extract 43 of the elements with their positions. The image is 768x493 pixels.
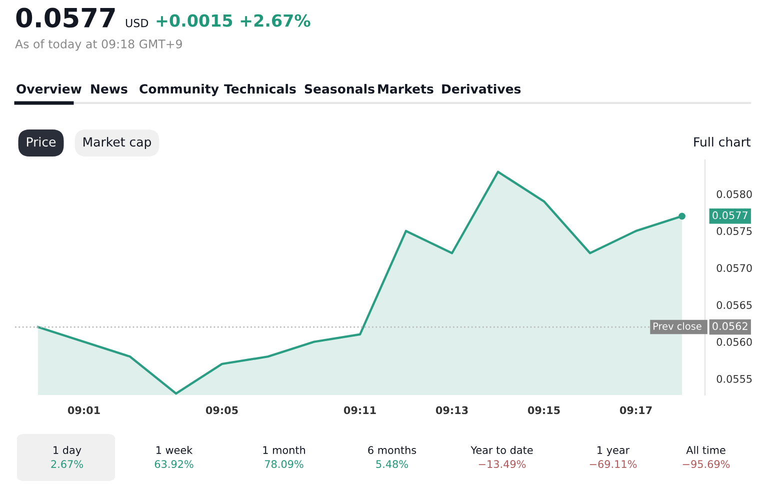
text: Market cap <box>84 136 152 150</box>
text: 1 day <box>54 446 82 456</box>
y-tick-label: 0.0580 <box>716 190 752 198</box>
text: Year to date <box>470 446 533 454</box>
text: 78.09% <box>264 460 304 468</box>
text: 0.0577 <box>712 211 748 220</box>
text: Derivatives <box>442 84 521 94</box>
text: Overview <box>16 84 82 94</box>
y-tick-label: 0.0570 <box>716 264 752 272</box>
text: 0.0577 <box>16 8 115 28</box>
text: Markets <box>378 84 434 94</box>
text: News <box>91 84 128 94</box>
x-tick-label: 09:13 <box>436 406 468 414</box>
text: +0.0015 +2.67% <box>156 14 310 27</box>
text: 5.48% <box>376 460 408 468</box>
text: 1 week <box>156 446 193 454</box>
text: 0.0562 <box>712 322 748 330</box>
y-tick-label: 0.0555 <box>716 374 752 383</box>
text: −69.11% <box>590 460 637 468</box>
x-tick-label: 09:11 <box>344 406 376 414</box>
text: 1 year <box>598 446 630 456</box>
x-tick-label: 09:01 <box>68 406 100 414</box>
text: 63.92% <box>154 460 194 468</box>
text: USD <box>126 18 148 28</box>
text: −13.49% <box>478 460 526 468</box>
text: 6 months <box>368 446 416 454</box>
y-tick-label: 0.0565 <box>716 301 752 309</box>
chart-subtitle: As of today at 09:18 GMT+9 <box>15 39 182 51</box>
x-tick-label: 09:15 <box>528 406 560 414</box>
text: Full chart <box>694 136 751 147</box>
text: 2.67% <box>51 460 83 468</box>
text: 1 month <box>263 446 305 454</box>
x-tick-label: 09:05 <box>206 406 238 414</box>
y-tick-label: 0.0560 <box>716 338 752 346</box>
ref-line-label: Prev close <box>654 322 702 330</box>
text: Technicals <box>224 84 296 94</box>
text: Community <box>140 84 219 96</box>
x-tick-label: 09:17 <box>620 406 652 414</box>
y-tick-label: 0.0575 <box>716 227 752 236</box>
text: All time <box>686 446 726 454</box>
text: Price <box>26 136 56 147</box>
text: −95.69% <box>682 460 730 468</box>
text: Seasonals <box>304 84 374 94</box>
